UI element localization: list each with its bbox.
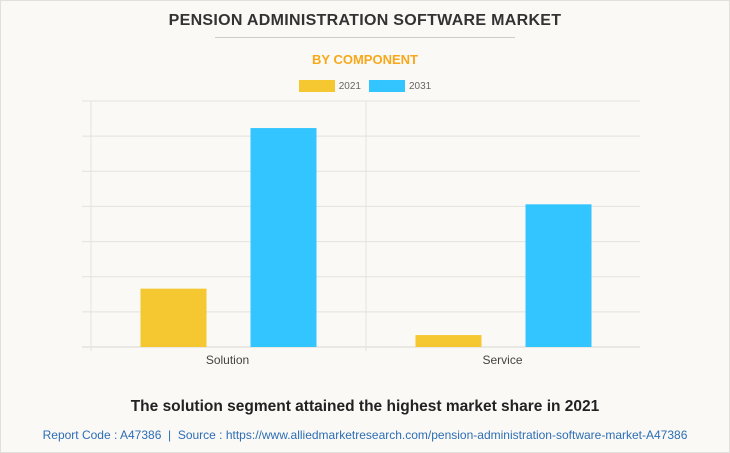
legend-label-2031: 2031 <box>409 80 432 92</box>
legend: 2021 2031 <box>0 80 730 92</box>
bar-service-2021 <box>415 335 482 347</box>
legend-item-2021: 2021 <box>298 80 361 92</box>
source-footer[interactable]: Report Code : A47386 | Source : https://… <box>42 428 688 442</box>
bar-service-2031 <box>525 204 592 347</box>
x-tick-label: Service <box>482 353 522 367</box>
legend-swatch-2021 <box>298 80 335 92</box>
legend-label-2021: 2021 <box>338 80 361 92</box>
chart-caption: The solution segment attained the highes… <box>130 398 600 415</box>
chart-title: PENSION ADMINISTRATION SOFTWARE MARKET <box>168 12 562 29</box>
legend-item-2031: 2031 <box>369 80 431 92</box>
bar-solution-2021 <box>140 288 207 347</box>
bar-solution-2031 <box>250 128 317 347</box>
chart-subtitle: BY COMPONENT <box>312 52 418 67</box>
x-tick-label: Solution <box>206 353 249 367</box>
legend-swatch-2031 <box>369 80 405 92</box>
title-divider <box>215 37 515 38</box>
